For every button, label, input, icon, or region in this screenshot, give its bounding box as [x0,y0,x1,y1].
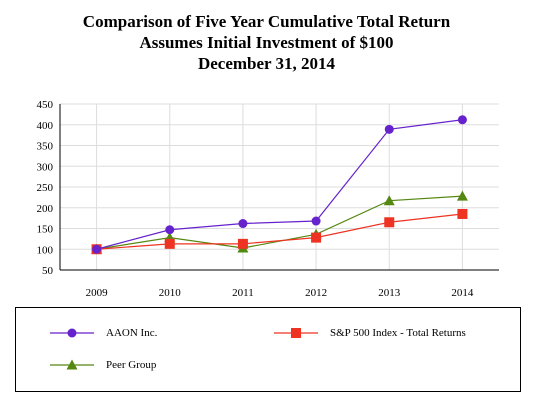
series-aaon [92,115,467,254]
x-tick-label: 2010 [159,287,182,299]
x-tick-label: 2014 [451,287,474,299]
legend-swatch-marker [67,328,77,338]
data-point-peer-group [456,190,468,201]
y-tick-label: 450 [37,99,54,111]
series-sp500 [91,208,468,255]
y-tick-label: 300 [37,161,54,173]
legend-label-peer-group: Peer Group [106,359,157,371]
legend-item-peer-group: Peer Group [48,357,156,373]
x-tick-label: 2011 [232,287,254,299]
y-tick-label: 100 [37,244,54,256]
x-axis-tick-labels: 2009 2010 2011 2012 2013 2014 [86,287,474,299]
series-line-sp500 [96,213,463,250]
legend-swatch-marker [66,359,78,370]
data-point-sp500 [164,238,175,249]
data-point-sp500 [384,217,395,228]
y-axis-tick-labels: 450 400 350 300 250 200 150 100 50 [37,99,54,277]
chart-title-block: Comparison of Five Year Cumulative Total… [0,11,533,74]
data-series [91,115,468,255]
y-tick-label: 350 [37,141,54,153]
data-point-sp500 [237,238,248,249]
legend-swatch-marker [291,328,301,338]
y-tick-label: 50 [42,265,54,277]
chart-axes [59,104,499,271]
chart-legend: AAON Inc. S&P 500 Index - Total Returns … [15,307,521,392]
data-point-aaon [165,225,175,235]
data-point-aaon [238,219,248,229]
legend-label-sp500: S&P 500 Index - Total Returns [330,327,466,339]
chart-subtitle-date: December 31, 2014 [197,54,336,73]
legend-label-aaon: AAON Inc. [106,327,158,339]
y-tick-label: 250 [37,182,54,194]
legend-item-sp500: S&P 500 Index - Total Returns [272,325,466,341]
data-point-sp500 [311,232,322,243]
data-point-peer-group [383,195,395,206]
chart-title: Comparison of Five Year Cumulative Total… [82,12,451,31]
legend-swatch-sp500 [274,328,318,338]
legend-swatch-aaon [50,328,94,338]
legend-swatch-peer-group [50,359,94,370]
x-tick-label: 2013 [378,287,401,299]
legend-item-aaon: AAON Inc. [48,325,157,341]
chart-subtitle-investment: Assumes Initial Investment of $100 [139,33,394,52]
y-tick-label: 150 [37,224,54,236]
y-tick-label: 200 [37,203,54,215]
x-tick-label: 2012 [305,287,327,299]
y-tick-label: 400 [37,120,54,132]
data-point-aaon [384,124,394,134]
x-tick-label: 2009 [86,287,109,299]
data-point-aaon [92,244,102,254]
data-point-aaon [457,115,467,125]
data-point-sp500 [457,208,468,219]
data-point-aaon [311,216,321,226]
series-line-aaon [96,119,463,250]
